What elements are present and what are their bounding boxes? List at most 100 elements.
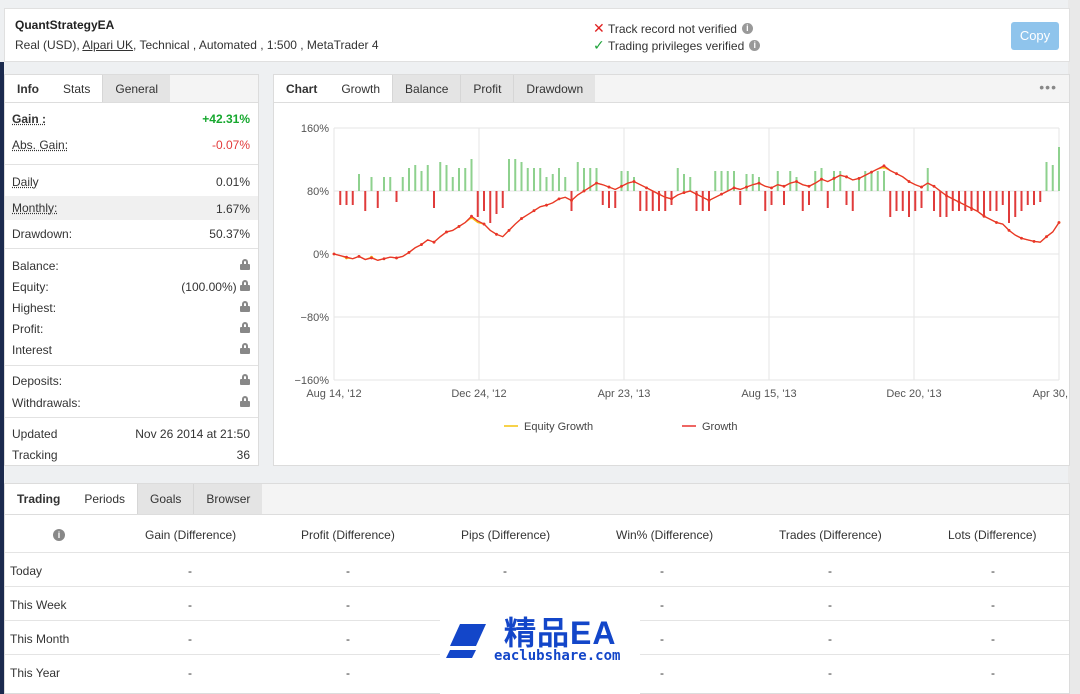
- bar: [489, 191, 492, 223]
- info-panel: Info Stats General Gain : +42.31% Abs. G…: [4, 74, 259, 466]
- lock-icon: [240, 396, 250, 410]
- bar: [939, 191, 942, 217]
- data-point: [732, 186, 736, 190]
- row-label: Today: [10, 564, 43, 578]
- bar: [976, 191, 979, 211]
- tracking-value: 36: [236, 448, 250, 462]
- cell: -: [991, 598, 995, 612]
- bar: [733, 171, 735, 191]
- info-icon[interactable]: i: [53, 529, 65, 541]
- data-point: [657, 192, 661, 196]
- tab-general[interactable]: General: [102, 75, 171, 102]
- bar: [551, 174, 554, 191]
- data-point: [957, 200, 961, 204]
- tab-trading[interactable]: Trading: [5, 484, 73, 514]
- data-point: [332, 252, 336, 256]
- bar: [689, 177, 692, 191]
- bar: [795, 177, 798, 191]
- info-icon[interactable]: i: [749, 40, 761, 51]
- tab-goals[interactable]: Goals: [137, 484, 194, 514]
- bar: [701, 191, 704, 211]
- divider: [5, 417, 258, 418]
- cell: -: [660, 666, 664, 680]
- daily-label[interactable]: Daily: [12, 175, 39, 189]
- tab-periods[interactable]: Periods: [72, 484, 138, 514]
- withdrawals-label: Withdrawals:: [12, 396, 81, 410]
- data-point: [570, 199, 573, 202]
- data-point: [820, 177, 823, 181]
- info-icon[interactable]: i: [741, 23, 753, 34]
- bar: [1051, 165, 1054, 191]
- data-point: [745, 185, 748, 189]
- bar: [1058, 147, 1060, 191]
- bar: [1039, 191, 1042, 202]
- data-point: [770, 186, 773, 190]
- bar: [751, 174, 754, 191]
- bar: [583, 168, 585, 191]
- data-point: [807, 184, 811, 188]
- cell: -: [991, 666, 995, 680]
- bar: [851, 191, 854, 211]
- tab-info[interactable]: Info: [5, 75, 51, 102]
- account-details: , Technical , Automated , 1:500 , MetaTr…: [133, 38, 379, 52]
- tab-growth[interactable]: Growth: [329, 75, 393, 102]
- gain-value: +42.31%: [202, 112, 250, 126]
- trading-privileges-text: Trading privileges verified: [608, 38, 745, 53]
- bar: [433, 191, 435, 208]
- series-line: [333, 165, 1060, 261]
- bar: [620, 171, 623, 191]
- bar: [470, 159, 473, 191]
- bar: [545, 177, 548, 191]
- cell: -: [346, 632, 350, 646]
- bar: [420, 171, 423, 191]
- data-point: [1007, 228, 1011, 232]
- data-point: [557, 197, 561, 201]
- col-pips: Pips (Difference): [461, 528, 551, 542]
- tab-browser[interactable]: Browser: [193, 484, 263, 514]
- bar: [695, 191, 698, 211]
- interest-label: Interest: [12, 343, 53, 357]
- lock-icon: [240, 259, 250, 273]
- bar: [514, 159, 517, 191]
- lock-icon: [240, 301, 250, 315]
- data-point: [407, 251, 411, 254]
- data-point: [707, 199, 711, 202]
- bar: [933, 191, 935, 211]
- tab-drawdown[interactable]: Drawdown: [513, 75, 596, 102]
- account-description: Real (USD), Alpari UK, Technical , Autom…: [15, 38, 379, 52]
- tracking-label: Tracking: [12, 448, 58, 462]
- bar: [664, 191, 667, 211]
- lock-icon: [240, 322, 250, 336]
- abs-gain-label[interactable]: Abs. Gain:: [12, 138, 69, 152]
- bar: [351, 191, 354, 205]
- bar: [426, 165, 429, 191]
- legend-label: Equity Growth: [524, 421, 593, 433]
- gain-label[interactable]: Gain :: [12, 112, 47, 126]
- col-win: Win% (Difference): [616, 528, 714, 542]
- broker-link[interactable]: Alpari UK: [82, 38, 134, 52]
- data-point: [445, 230, 448, 234]
- row-label: This Week: [10, 598, 67, 612]
- data-point: [382, 257, 386, 261]
- tab-chart[interactable]: Chart: [274, 75, 330, 102]
- bar: [1014, 191, 1017, 217]
- tab-profit[interactable]: Profit: [460, 75, 514, 102]
- bar: [783, 191, 785, 205]
- lock-icon: [240, 280, 250, 291]
- monthly-label[interactable]: Monthly:: [12, 201, 58, 215]
- data-point: [545, 203, 548, 207]
- copy-button[interactable]: Copy: [1011, 22, 1059, 50]
- bar: [826, 191, 829, 208]
- bar: [339, 191, 342, 205]
- tab-stats[interactable]: Stats: [51, 75, 103, 102]
- bar: [1001, 191, 1004, 205]
- cell: -: [346, 666, 350, 680]
- y-tick-label: 160%: [301, 123, 329, 135]
- bar: [526, 168, 529, 191]
- cell: -: [660, 632, 664, 646]
- chart-menu-icon[interactable]: •••: [1039, 79, 1057, 95]
- col-gain: Gain (Difference): [145, 528, 237, 542]
- bar: [845, 191, 848, 205]
- data-point: [507, 228, 511, 232]
- tab-balance[interactable]: Balance: [392, 75, 461, 102]
